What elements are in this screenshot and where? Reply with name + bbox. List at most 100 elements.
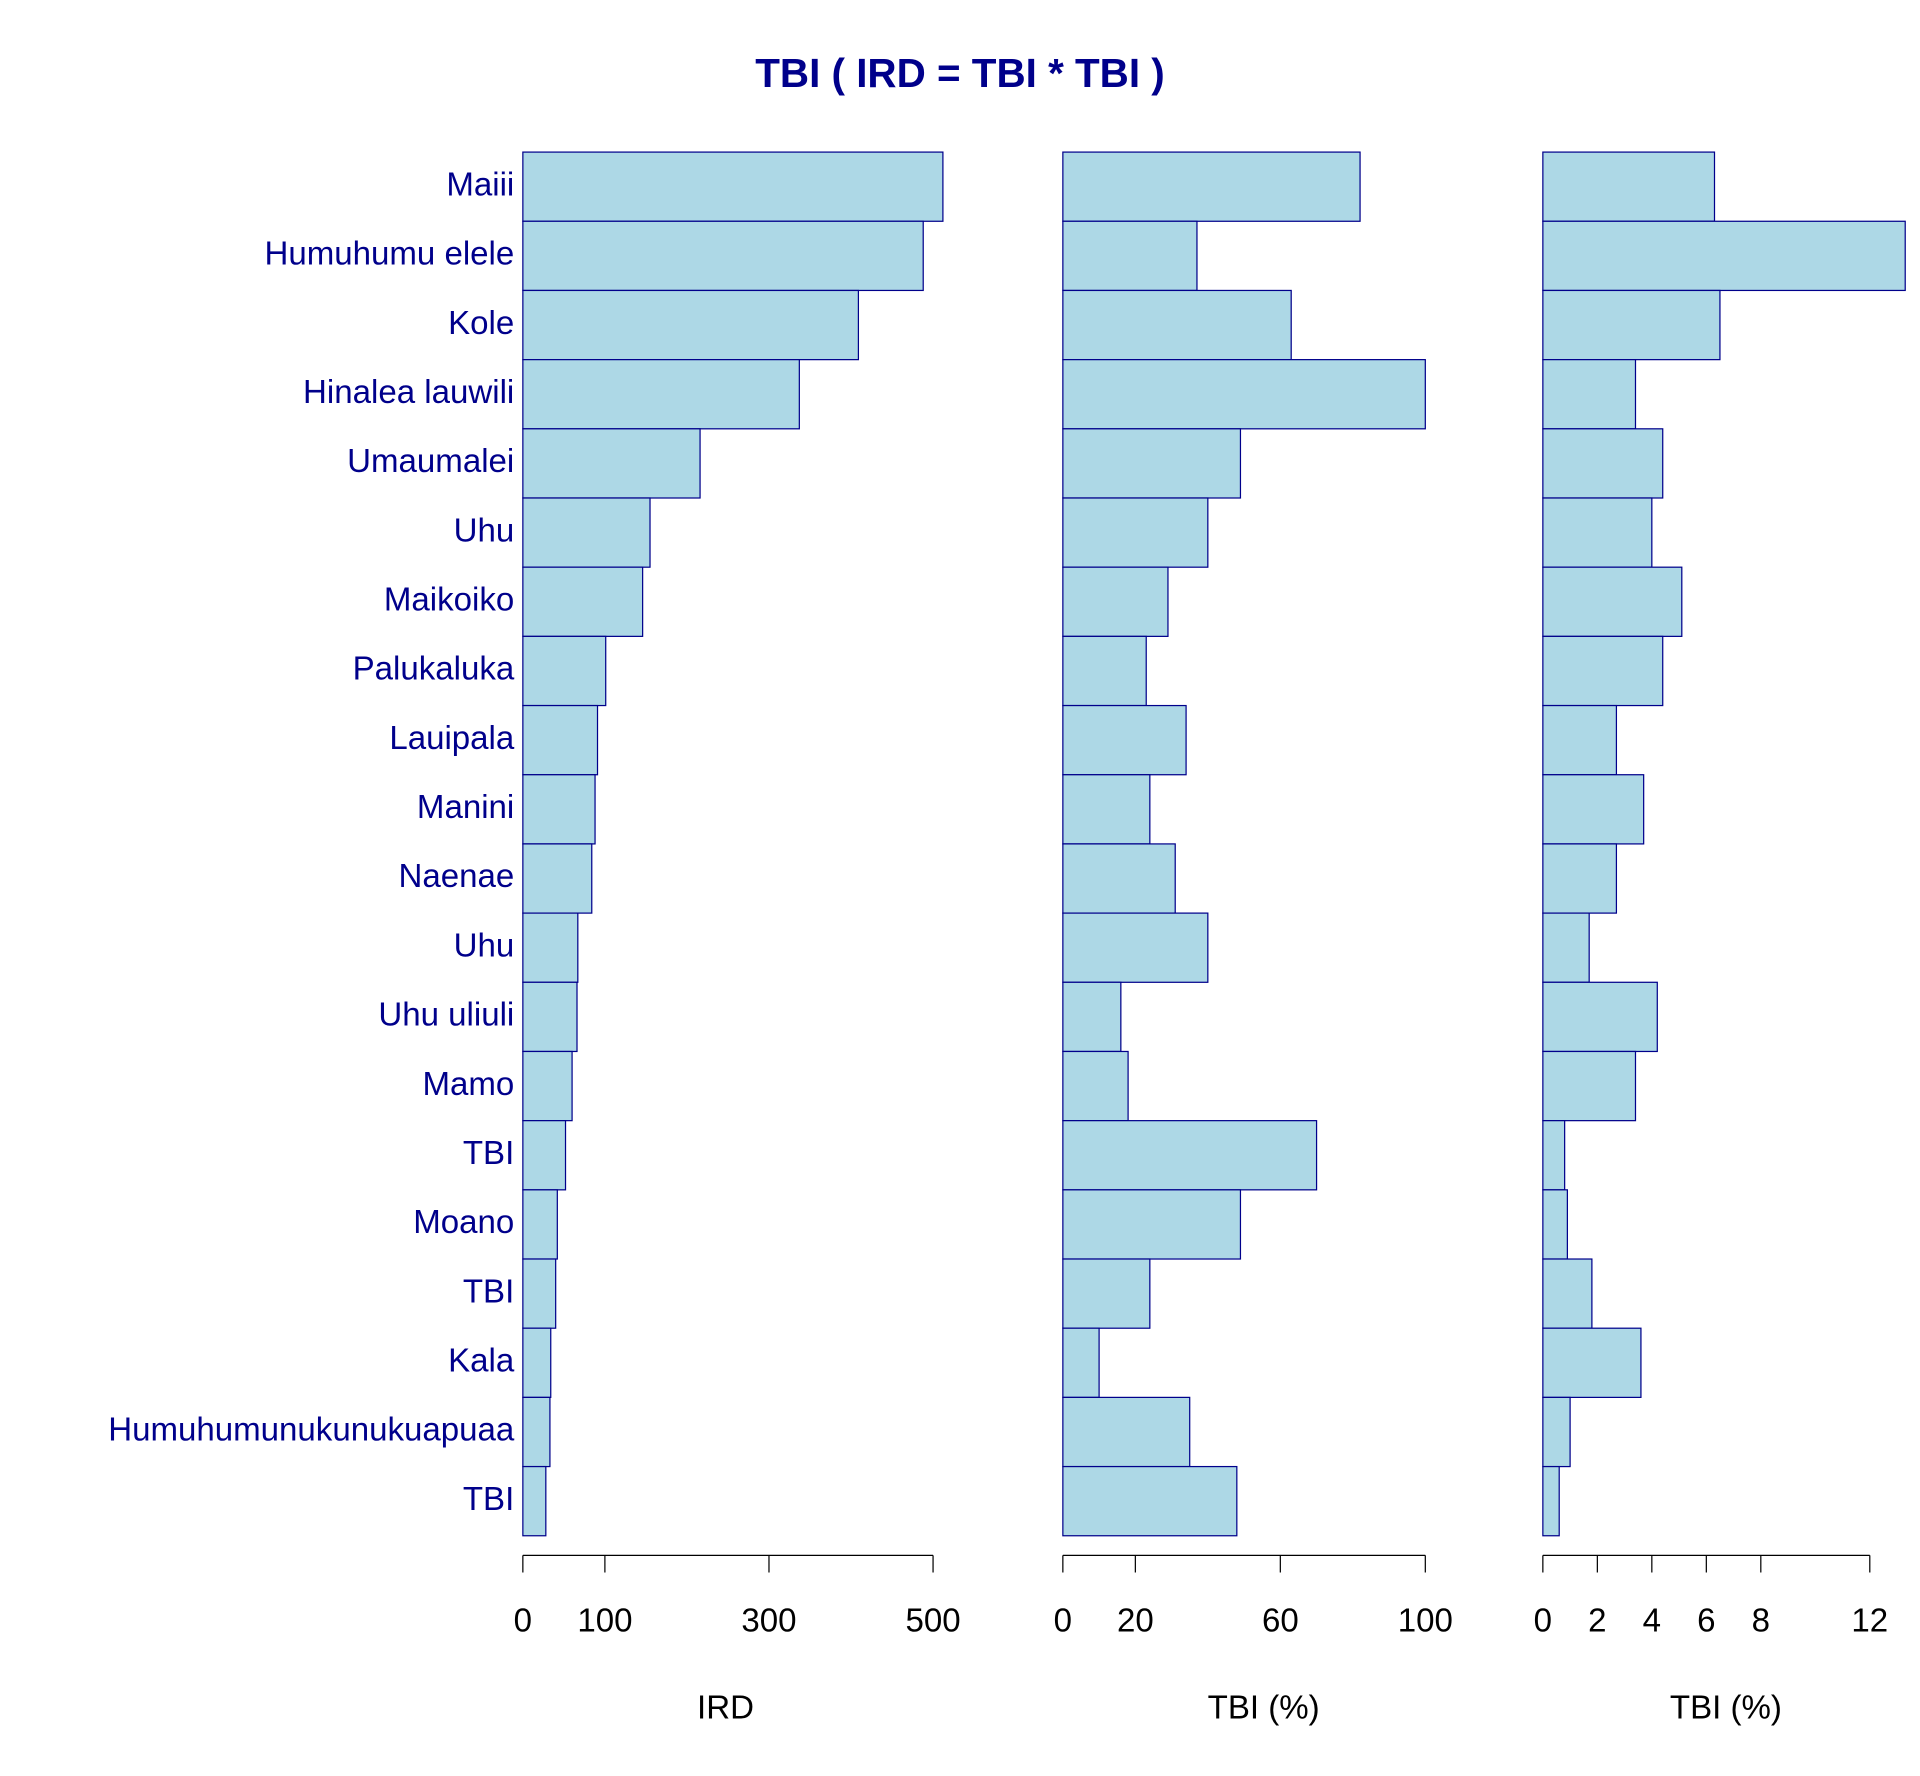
bar — [522, 1396, 551, 1468]
bar — [1062, 359, 1426, 430]
bar — [1062, 912, 1209, 983]
bar — [1062, 1050, 1129, 1122]
bar — [522, 289, 860, 361]
category-label: Mamo — [422, 1066, 514, 1103]
bar — [1542, 566, 1683, 637]
x-tick-label: 20 — [1117, 1602, 1154, 1639]
bar — [522, 1465, 547, 1537]
x-tick-label: 100 — [577, 1602, 632, 1639]
bar — [1062, 151, 1361, 222]
bar — [1542, 1189, 1568, 1260]
category-label: TBI — [463, 1135, 514, 1172]
bar — [1062, 843, 1176, 914]
bar — [522, 704, 599, 776]
bar — [1542, 1120, 1566, 1191]
bar — [1542, 1050, 1637, 1122]
bar — [1542, 981, 1658, 1053]
bar — [1062, 289, 1292, 361]
bar — [522, 151, 944, 222]
bar — [1542, 912, 1590, 983]
category-label: Kole — [448, 305, 514, 342]
bar — [1542, 151, 1716, 222]
x-tick-label: 6 — [1697, 1602, 1715, 1639]
bar — [522, 220, 924, 292]
bar — [1062, 1465, 1238, 1537]
category-label: Uhu uliuli — [378, 997, 514, 1034]
bar — [1062, 774, 1151, 845]
bar — [1542, 497, 1653, 568]
category-label: Palukaluka — [353, 651, 515, 688]
category-label: Uhu — [454, 927, 515, 964]
x-tick-label: 12 — [1851, 1602, 1888, 1639]
bar — [1542, 289, 1721, 361]
bar — [1542, 1396, 1571, 1468]
bar — [1062, 428, 1242, 499]
category-label: Humuhumunukunukuapuaa — [108, 1412, 515, 1449]
bar — [1062, 1396, 1191, 1468]
x-tick-label: 4 — [1643, 1602, 1661, 1639]
bar — [1542, 1258, 1593, 1329]
bar — [1062, 497, 1209, 568]
bar — [522, 774, 596, 845]
bar — [522, 981, 578, 1053]
bar — [1062, 1120, 1318, 1191]
category-label: Manini — [417, 789, 514, 826]
category-label: Humuhumu elele — [264, 236, 514, 273]
x-tick-label: 0 — [1534, 1602, 1552, 1639]
bar — [1542, 843, 1618, 914]
category-label: Lauipala — [389, 720, 515, 757]
bar — [522, 843, 593, 914]
bar — [522, 566, 644, 637]
x-tick-label: 0 — [1054, 1602, 1072, 1639]
x-tick-label: 100 — [1398, 1602, 1453, 1639]
category-label: Moano — [413, 1204, 514, 1241]
bar — [1542, 359, 1637, 430]
category-label: Uhu — [454, 512, 515, 549]
bar — [1062, 1258, 1151, 1329]
bar — [1542, 1465, 1560, 1537]
x-axis-label: TBI (%) — [1670, 1689, 1782, 1726]
x-tick-label: 8 — [1752, 1602, 1770, 1639]
x-tick-label: 2 — [1588, 1602, 1606, 1639]
bar — [1542, 1327, 1642, 1398]
bar — [1062, 981, 1122, 1053]
category-label: TBI — [463, 1273, 514, 1310]
x-axis-label: TBI (%) — [1208, 1689, 1320, 1726]
bar — [1542, 220, 1906, 292]
bar — [522, 497, 651, 568]
bar — [1062, 1189, 1242, 1260]
category-label: Maiii — [446, 166, 514, 203]
category-label: Hinalea lauwili — [303, 374, 514, 411]
category-label: Naenae — [399, 858, 515, 895]
category-label: TBI — [463, 1481, 514, 1518]
bar — [522, 1189, 558, 1260]
bar — [522, 912, 579, 983]
x-axis-label: IRD — [697, 1689, 754, 1726]
x-tick-label: 60 — [1262, 1602, 1299, 1639]
bar — [522, 1050, 573, 1122]
category-label: Kala — [448, 1343, 515, 1380]
bar — [522, 1120, 567, 1191]
bar — [1062, 635, 1147, 707]
bar — [1542, 704, 1618, 776]
chart-title: TBI ( IRD = TBI * TBI ) — [755, 50, 1165, 96]
bar — [522, 1258, 557, 1329]
x-tick-label: 500 — [905, 1602, 960, 1639]
x-tick-label: 300 — [741, 1602, 796, 1639]
bar — [522, 359, 800, 430]
bar — [1062, 220, 1198, 292]
x-tick-label: 0 — [514, 1602, 532, 1639]
category-label: Maikoiko — [384, 582, 514, 619]
category-label: Umaumalei — [347, 443, 514, 480]
bar — [522, 428, 701, 499]
bar — [522, 635, 607, 707]
bar — [1062, 1327, 1100, 1398]
bar — [1542, 428, 1664, 499]
bar — [522, 1327, 552, 1398]
bar — [1062, 566, 1169, 637]
bar — [1062, 704, 1187, 776]
bar — [1542, 635, 1664, 707]
bar — [1542, 774, 1645, 845]
